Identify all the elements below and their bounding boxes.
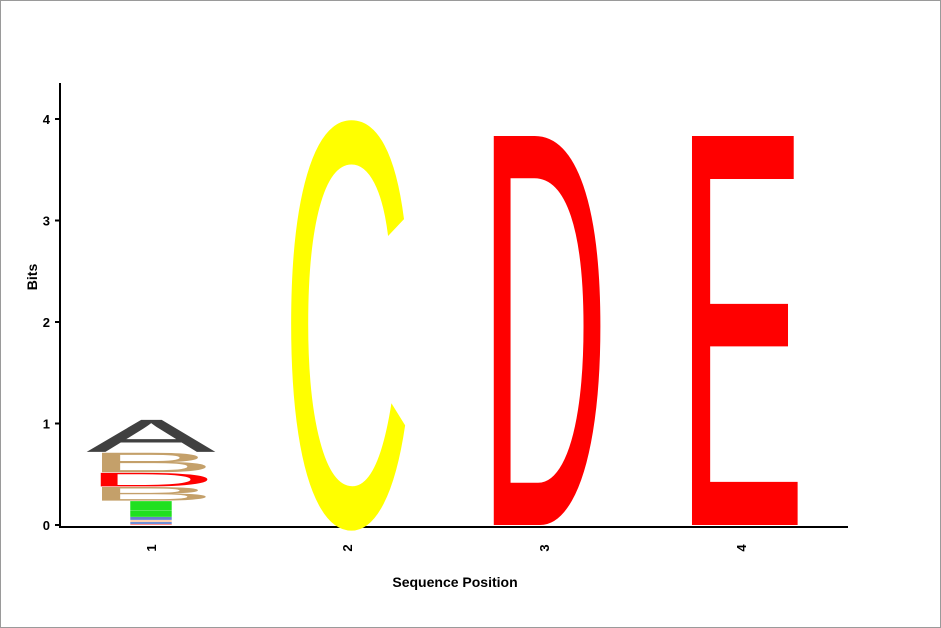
y-axis-title: Bits xyxy=(24,264,40,291)
logo-letter: A xyxy=(86,410,215,462)
y-tick-label: 0 xyxy=(43,518,50,533)
logo-letter: I xyxy=(89,498,212,514)
x-tick-label: 4 xyxy=(734,544,749,552)
logo-letter: I xyxy=(89,509,212,518)
y-tick-label: 2 xyxy=(43,315,50,330)
y-tick-label: 4 xyxy=(43,112,51,127)
logo-letter: I xyxy=(89,521,212,524)
logo-letter: I xyxy=(89,516,212,521)
logo-letter: I xyxy=(89,524,212,526)
y-ticks: 0 1 2 3 4 xyxy=(43,112,60,533)
logo-letter: D xyxy=(86,469,216,491)
x-tick-label: 3 xyxy=(537,544,552,551)
logo-letter: C xyxy=(282,1,412,627)
logo-letter: D xyxy=(479,13,609,627)
x-axis-title: Sequence Position xyxy=(392,574,517,590)
y-tick-label: 1 xyxy=(43,417,50,432)
x-ticks: 1 2 3 4 xyxy=(144,544,749,552)
x-tick-label: 1 xyxy=(144,544,159,551)
x-tick-label: 2 xyxy=(340,544,355,551)
y-tick-label: 3 xyxy=(43,214,50,229)
logo-letter: B xyxy=(86,447,216,479)
logo-letter: B xyxy=(86,483,216,505)
logo-letter: I xyxy=(89,519,212,522)
logo-letter: E xyxy=(676,13,806,627)
